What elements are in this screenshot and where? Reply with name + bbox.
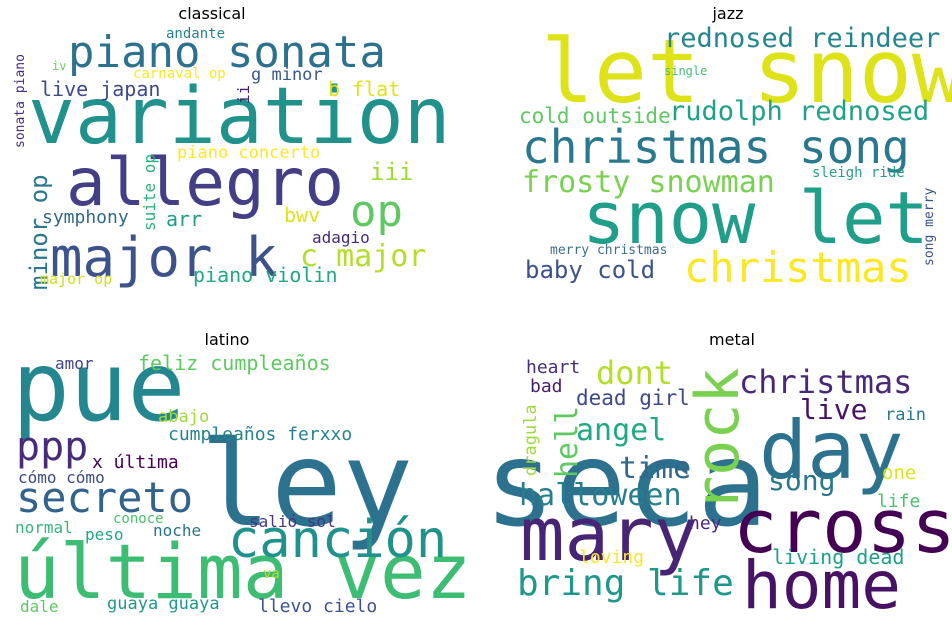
word-heart: heart: [526, 357, 580, 378]
word-hey: hey: [689, 513, 722, 534]
word-one: one: [882, 462, 916, 484]
word-ppp: ppp: [16, 424, 88, 470]
word-sonata-piano: sonata piano: [13, 54, 28, 148]
word-christmas-song: christmas song: [522, 120, 910, 174]
word-op: op: [350, 186, 403, 237]
word-carnaval-op: carnaval op: [133, 66, 226, 82]
word-mary: mary: [520, 492, 698, 578]
word-cumpleanos-ferxxo: cumpleaños ferxxo: [168, 424, 352, 445]
word-time: time: [619, 451, 691, 486]
word-normal: normal: [15, 518, 73, 537]
word-abajo: abajo: [158, 407, 209, 427]
panel-title: jazz: [711, 4, 743, 23]
word-halloween: halloween: [519, 478, 682, 513]
word-conoce: conoce: [113, 511, 164, 527]
word-bring-life: bring life: [517, 563, 734, 604]
word-ii: ii: [234, 85, 253, 104]
word-let-snow: let snow: [541, 20, 952, 123]
word-piano-sonata: piano sonata: [68, 27, 386, 78]
word-iii: iii: [370, 158, 413, 186]
word-rednosed-reindeer: rednosed reindeer: [664, 23, 940, 54]
word-amor: amor: [55, 354, 94, 373]
panel-title: classical: [178, 4, 245, 23]
word-como-como: cómo cómo: [18, 468, 105, 487]
word-live: live: [800, 393, 867, 426]
word-salio-sol: salió sol: [249, 512, 336, 531]
word-rain: rain: [885, 405, 926, 425]
word-christmas: christmas: [739, 363, 912, 401]
word-home: home: [742, 547, 901, 624]
word-variation: variation: [28, 72, 451, 162]
word-feliz-cumpleanos: feliz cumpleaños: [138, 351, 331, 375]
word-iv: iv: [52, 59, 66, 73]
word-dead-girl: dead girl: [576, 386, 690, 410]
word-song-merry: song merry: [922, 188, 937, 266]
word-va: va: [263, 566, 280, 582]
word-rock: rock: [683, 368, 753, 513]
word-major-k: major k: [50, 226, 278, 289]
word-baby-cold: baby cold: [525, 256, 655, 284]
word-guaya-guaya: guaya guaya: [107, 594, 220, 614]
word-secreto: secreto: [16, 473, 193, 522]
word-peso: peso: [85, 525, 124, 544]
word-bwv: bwv: [284, 203, 320, 227]
word-allegro: allegro: [66, 144, 344, 221]
word-merry-christmas: merry christmas: [550, 243, 667, 258]
word-minor-op: minor op: [25, 174, 53, 290]
word-cross: cross: [733, 484, 952, 570]
word-b-flat: b flat: [328, 77, 400, 101]
word-hell: hell: [550, 406, 585, 478]
word-symphony: symphony: [42, 207, 129, 228]
word-bad: bad: [530, 376, 563, 397]
word-snow-let: snow let: [582, 176, 929, 260]
word-adagio: adagio: [312, 228, 370, 247]
word-llevo-cielo: llevo cielo: [258, 596, 377, 617]
word-ultima-vez: última vez: [14, 527, 472, 616]
word-live-japan: live japan: [40, 77, 160, 101]
word-major-op: major op: [40, 270, 112, 288]
word-g-minor: g minor: [251, 65, 323, 85]
word-song: song: [768, 464, 835, 497]
word-cold-outside: cold outside: [519, 104, 671, 128]
word-christmas: christmas: [684, 243, 912, 292]
word-pue: pue: [12, 331, 185, 443]
word-dragula: dragula: [521, 404, 541, 476]
panel-title: metal: [709, 330, 755, 349]
word-x-ultima: x última: [92, 452, 179, 473]
word-angel: angel: [576, 413, 666, 448]
word-c-major: c major: [300, 239, 426, 274]
word-loving: loving: [579, 547, 644, 568]
word-andante: andante: [166, 26, 225, 42]
word-noche: noche: [153, 521, 201, 540]
word-piano-violin: piano violin: [193, 263, 338, 287]
word-cancion: canción: [228, 510, 447, 570]
word-frosty-snowman: frosty snowman: [522, 165, 775, 200]
panel-title: latino: [205, 330, 250, 349]
word-piano-concerto: piano concerto: [177, 143, 320, 163]
word-sleigh-ride: sleigh ride: [812, 165, 905, 181]
word-suite-op: suite op: [140, 154, 159, 231]
word-ley-seca: ley seca: [200, 415, 768, 553]
word-arr: arr: [166, 207, 202, 231]
word-living-dead: living dead: [772, 545, 904, 569]
word-single: single: [664, 64, 707, 78]
word-dont: dont: [596, 354, 673, 392]
word-life: life: [877, 491, 920, 512]
word-dale: dale: [20, 597, 59, 616]
word-rudolph-rednosed: rudolph rednosed: [669, 96, 929, 127]
word-day: day: [759, 404, 904, 497]
